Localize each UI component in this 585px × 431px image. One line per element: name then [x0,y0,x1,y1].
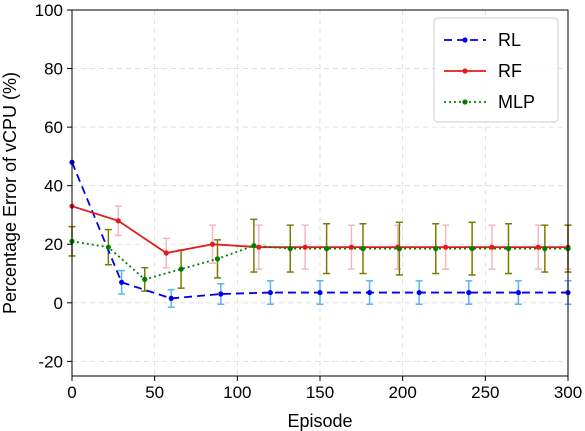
rl-point [515,289,522,296]
y-tick-label: -20 [38,352,63,371]
rf-point [348,244,355,250]
rf-point [489,244,495,250]
legend-label-rl: RL [498,30,521,50]
rf-point [443,244,449,250]
series-markers [69,159,571,302]
rl-point [218,291,224,297]
rf-point [115,218,121,224]
mlp-point [324,246,330,252]
mlp-point [542,246,548,252]
mlp-point [105,244,111,250]
rf-point [209,241,216,247]
rf-point [302,244,308,250]
y-tick-label: 80 [44,60,63,79]
x-tick-label: 250 [471,383,499,402]
y-tick-label: 100 [35,1,63,20]
x-tick-label: 150 [306,383,334,402]
mlp-point [505,246,512,252]
y-tick-label: 40 [44,177,63,196]
y-tick-label: 60 [44,118,63,137]
mlp-point [178,266,184,272]
rf-point [535,244,541,250]
mlp-point [214,256,221,262]
rl-point [367,289,373,296]
legend-marker-rf [462,68,468,74]
legend-box [433,17,559,123]
y-axis-label: Percentage Error of vCPU (%) [0,72,20,314]
mlp-point [433,246,439,252]
x-tick-label: 0 [67,383,76,402]
legend: RL RF MLP [433,17,559,123]
rl-point [168,295,174,302]
x-tick-label: 50 [145,383,164,402]
rl-point [466,289,472,296]
x-axis-label: Episode [287,411,352,431]
mlp-point [360,246,366,252]
mlp-point [251,243,257,249]
legend-label-mlp: MLP [498,92,535,112]
mlp-point [142,276,148,282]
rl-point [267,289,273,296]
y-tick-label: 20 [44,235,63,254]
error-bars [68,205,572,308]
mlp-point [469,246,475,252]
legend-label-rf: RF [498,61,522,81]
rf-point [163,250,169,256]
legend-marker-mlp [462,99,468,105]
rl-point [119,279,125,285]
mlp-point [287,246,293,252]
mlp-point [396,246,402,252]
rl-point [317,289,323,296]
y-tick-label: 0 [54,294,63,313]
legend-marker-rl [462,37,468,43]
x-tick-label: 100 [223,383,251,402]
rl-point [416,289,422,296]
x-tick-label: 200 [388,383,416,402]
x-tick-label: 300 [554,383,582,402]
rf-point [256,244,262,250]
